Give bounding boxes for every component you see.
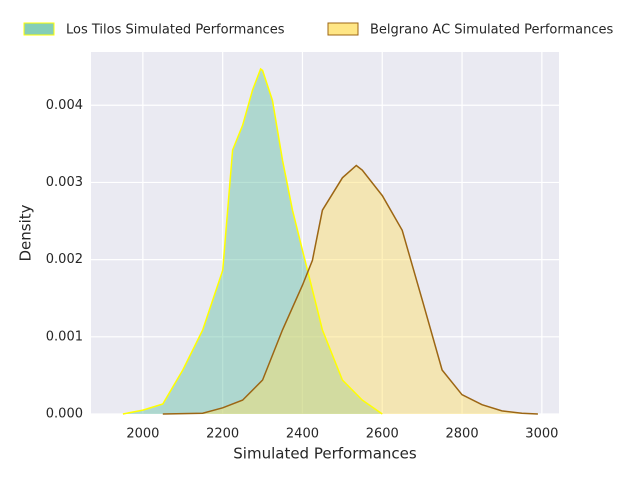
x-tick-label: 3000: [525, 427, 558, 442]
y-axis-label: Density: [17, 204, 35, 261]
x-tick-label: 2000: [126, 427, 159, 442]
legend-swatch: [327, 22, 359, 36]
x-tick-label: 2800: [446, 427, 479, 442]
x-tick-label: 2200: [206, 427, 239, 442]
density-area: [162, 165, 538, 414]
legend-label: Los Tilos Simulated Performances: [66, 23, 285, 38]
density-line: [162, 164, 538, 415]
density-area: [122, 69, 383, 414]
plot-area: [91, 52, 559, 414]
y-tick-label: 0.003: [46, 175, 83, 190]
y-tick-label: 0.002: [46, 252, 83, 267]
legend-label: Belgrano AC Simulated Performances: [370, 23, 613, 38]
x-axis-label: Simulated Performances: [233, 445, 417, 463]
x-tick-label: 2600: [366, 427, 399, 442]
density-line: [122, 67, 383, 415]
x-tick-label: 2400: [286, 427, 319, 442]
y-tick-label: 0.004: [46, 98, 83, 113]
y-tick-label: 0.000: [46, 407, 83, 422]
legend-swatch: [23, 22, 55, 36]
y-tick-label: 0.001: [46, 329, 83, 344]
